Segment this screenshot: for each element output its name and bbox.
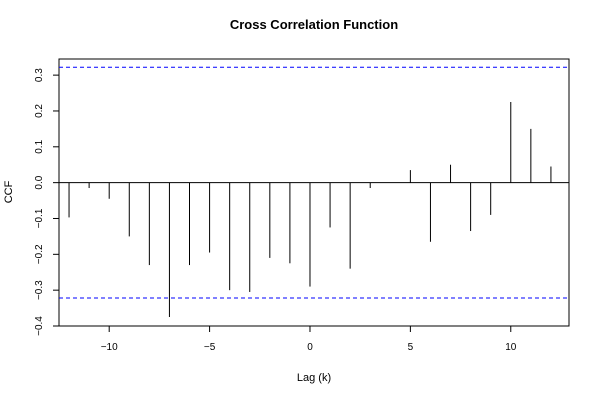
chart-title: Cross Correlation Function <box>230 17 398 32</box>
x-tick-label: −5 <box>204 342 216 353</box>
plot-frame <box>58 58 570 327</box>
y-axis-label: CCF <box>3 180 15 203</box>
y-tick-label: −0.1 <box>34 208 45 228</box>
x-tick-label: 10 <box>505 342 517 353</box>
confidence-bounds <box>59 66 569 299</box>
y-tick-label: 0.2 <box>34 104 45 118</box>
y-axis: −0.4 −0.3 −0.2 −0.1 0.0 0.1 0.2 0.3 <box>34 68 59 336</box>
x-axis: −10 −5 0 5 10 <box>101 325 517 353</box>
y-tick-label: 0.0 <box>34 175 45 189</box>
x-tick-label: 5 <box>408 342 414 353</box>
x-axis-label: Lag (k) <box>297 372 331 384</box>
y-tick-label: 0.1 <box>34 139 45 153</box>
y-tick-label: −0.2 <box>34 244 45 264</box>
y-tick-label: −0.4 <box>34 316 45 336</box>
y-tick-label: −0.3 <box>34 280 45 300</box>
ccf-bars <box>59 102 569 318</box>
x-tick-label: 0 <box>307 342 313 353</box>
x-tick-label: −10 <box>101 342 118 353</box>
y-tick-label: 0.3 <box>34 68 45 82</box>
